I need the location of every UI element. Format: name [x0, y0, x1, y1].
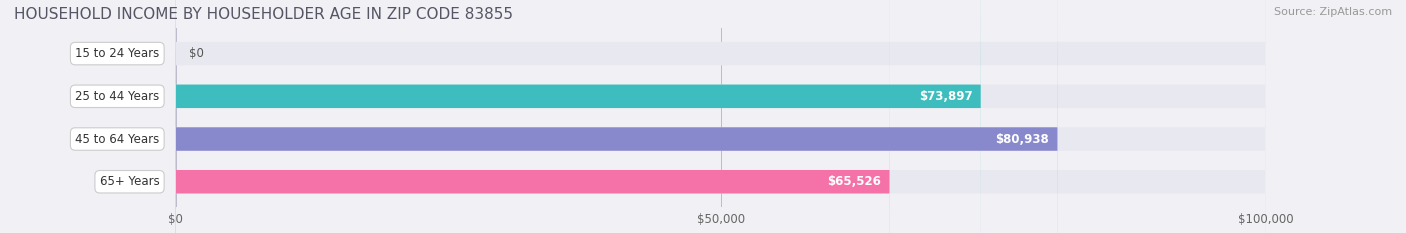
Text: $65,526: $65,526	[827, 175, 882, 188]
FancyBboxPatch shape	[176, 0, 1057, 233]
FancyBboxPatch shape	[176, 0, 981, 233]
Text: $80,938: $80,938	[995, 133, 1049, 146]
FancyBboxPatch shape	[176, 0, 890, 233]
FancyBboxPatch shape	[176, 0, 1265, 233]
Text: HOUSEHOLD INCOME BY HOUSEHOLDER AGE IN ZIP CODE 83855: HOUSEHOLD INCOME BY HOUSEHOLDER AGE IN Z…	[14, 7, 513, 22]
Text: Source: ZipAtlas.com: Source: ZipAtlas.com	[1274, 7, 1392, 17]
Text: 25 to 44 Years: 25 to 44 Years	[75, 90, 159, 103]
Text: $73,897: $73,897	[918, 90, 973, 103]
FancyBboxPatch shape	[176, 0, 1265, 233]
FancyBboxPatch shape	[176, 0, 1265, 233]
Text: $0: $0	[188, 47, 204, 60]
Text: 45 to 64 Years: 45 to 64 Years	[75, 133, 159, 146]
FancyBboxPatch shape	[176, 0, 1265, 233]
Text: 65+ Years: 65+ Years	[100, 175, 159, 188]
Text: 15 to 24 Years: 15 to 24 Years	[75, 47, 159, 60]
